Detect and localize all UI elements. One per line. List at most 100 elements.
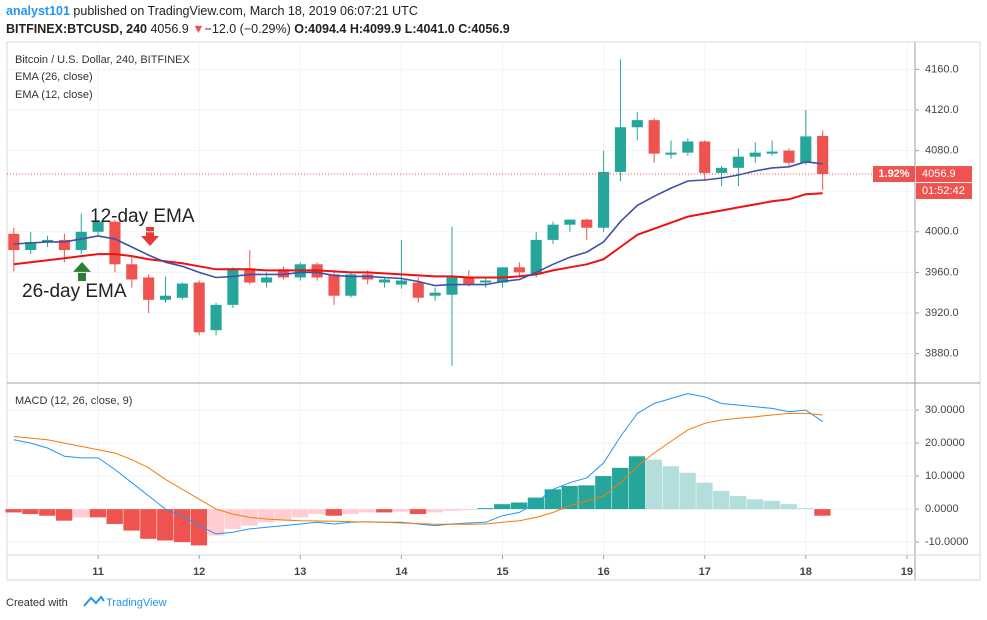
brand-logo xyxy=(83,595,105,607)
candle-body xyxy=(732,156,744,168)
histogram-bar xyxy=(190,509,208,546)
y-tick-label: 3960.0 xyxy=(925,266,959,278)
y-tick-label: 3880.0 xyxy=(925,347,959,359)
histogram-bar xyxy=(55,509,73,521)
candle-body xyxy=(429,292,441,296)
candle-body xyxy=(143,277,155,300)
histogram-bar xyxy=(460,509,477,511)
candle-body xyxy=(766,151,778,154)
candle-body xyxy=(159,295,172,300)
x-tick-label: 19 xyxy=(901,566,913,578)
candle-body xyxy=(783,150,795,163)
histogram-bar xyxy=(342,509,359,515)
ema-line xyxy=(13,160,823,287)
histogram-bar xyxy=(662,466,679,510)
y-tick-label: 30.0000 xyxy=(925,404,965,416)
y-tick-label: 20.0000 xyxy=(925,437,965,449)
candle-body xyxy=(227,268,239,305)
change-label: 1.92% xyxy=(878,168,909,180)
candle-body xyxy=(699,141,711,173)
ohlc: O:4094.4 H:4099.9 L:4041.0 C:4056.9 xyxy=(294,22,509,36)
histogram-bar xyxy=(376,509,393,513)
histogram-bar xyxy=(325,509,342,516)
candle-body xyxy=(25,241,37,251)
ema-line xyxy=(13,192,823,279)
candle-body xyxy=(277,269,290,278)
chart-title: Bitcoin / U.S. Dollar, 240, BITFINEX xyxy=(15,54,191,66)
histogram-bar xyxy=(140,509,157,539)
countdown-badge xyxy=(916,183,972,200)
change-badge xyxy=(873,166,915,183)
histogram-bar xyxy=(123,509,140,531)
candle-body xyxy=(412,282,424,298)
x-tick-label: 16 xyxy=(597,566,609,578)
histogram-bar xyxy=(797,508,814,510)
histogram-bar xyxy=(713,490,730,510)
candle-body xyxy=(58,239,70,251)
brand[interactable]: TradingView xyxy=(106,597,167,609)
price-label: 4056.9 xyxy=(922,168,956,180)
histogram-bar xyxy=(275,509,292,521)
histogram-bar xyxy=(477,508,494,510)
histogram-bar xyxy=(510,502,528,510)
histogram-bar xyxy=(72,509,90,518)
histogram-bar xyxy=(89,509,107,518)
y-tick-label: 0.0000 xyxy=(925,503,959,515)
histogram-bar xyxy=(544,489,561,510)
histogram-bar xyxy=(207,509,224,536)
candle-body xyxy=(75,231,87,251)
histogram-bar xyxy=(595,476,612,510)
histogram-bar xyxy=(173,509,191,543)
histogram-bar xyxy=(22,509,39,515)
x-tick-label: 17 xyxy=(699,566,711,578)
candle-body xyxy=(648,120,660,154)
macd-title: MACD (12, 26, close, 9) xyxy=(15,395,132,407)
legend-entry: EMA (12, close) xyxy=(15,89,93,101)
price: 4056.9 xyxy=(150,22,188,36)
time-axis xyxy=(6,554,981,581)
candle-body xyxy=(92,221,104,232)
histogram-bar xyxy=(578,485,595,510)
y-tick-label: 4120.0 xyxy=(925,104,959,116)
candle-body xyxy=(480,280,492,283)
candle-body xyxy=(261,277,273,283)
histogram-bar xyxy=(106,509,123,524)
histogram-bar xyxy=(392,509,410,512)
plot-area xyxy=(6,41,981,581)
histogram-bar xyxy=(409,509,427,515)
histogram-bar xyxy=(780,504,797,510)
author[interactable]: analyst101 xyxy=(6,4,70,18)
candle-body xyxy=(716,167,728,173)
y-tick-label: 3920.0 xyxy=(925,307,959,319)
x-tick-label: 18 xyxy=(800,566,812,578)
histogram-bar xyxy=(696,482,713,510)
candle-body xyxy=(530,239,542,275)
histogram-bar xyxy=(224,509,241,529)
histogram-bar xyxy=(443,509,460,511)
histogram-bar xyxy=(308,509,326,515)
candle-body xyxy=(345,274,357,296)
candle-body xyxy=(817,135,829,175)
up-arrow xyxy=(73,262,91,281)
published: published on TradingView.com, March 18, … xyxy=(73,4,417,18)
candle-body xyxy=(41,239,54,242)
candle-body xyxy=(244,268,256,283)
candle-body xyxy=(446,277,458,295)
symbol-line: BITFINEX:BTCUSD, 240 4056.9 ▼−12.0 (−0.2… xyxy=(6,22,510,36)
histogram-bar xyxy=(258,509,275,523)
x-tick-label: 11 xyxy=(92,566,104,578)
x-tick-label: 14 xyxy=(395,566,408,578)
candle-body xyxy=(193,282,205,333)
x-tick-label: 15 xyxy=(496,566,508,578)
histogram-bar xyxy=(426,509,444,513)
candle-body xyxy=(210,304,222,331)
histogram-bar xyxy=(291,509,309,518)
candle-body xyxy=(598,171,610,228)
candle-body xyxy=(631,120,643,128)
x-tick-label: 12 xyxy=(193,566,205,578)
candle-body xyxy=(564,219,576,225)
countdown-label: 01:52:42 xyxy=(922,185,965,197)
footer-text: Created with xyxy=(6,597,68,609)
histogram-bar xyxy=(763,500,781,510)
